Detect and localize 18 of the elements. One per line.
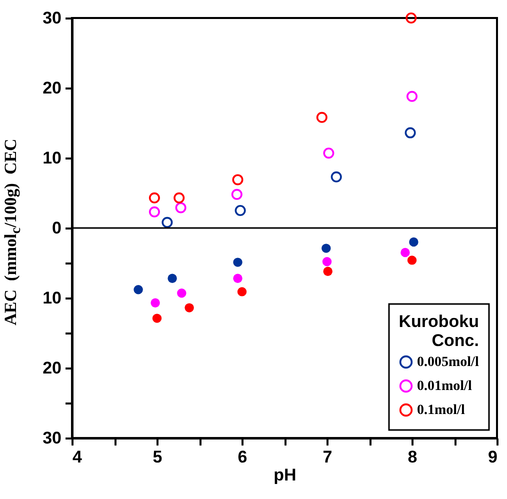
y-tick-label: 10 [42, 288, 62, 308]
x-tick-label: 9 [488, 448, 498, 466]
legend-label: 0.1mol/l [417, 403, 465, 418]
y-tick-label: 20 [42, 358, 62, 378]
x-tick-label: 5 [152, 448, 162, 466]
x-tick-label: 8 [408, 448, 418, 466]
legend-label: 0.005mol/l [417, 355, 479, 370]
legend-title: Kuroboku Conc. [398, 312, 479, 350]
y-tick-label: 30 [42, 8, 62, 28]
y-tick-label: 20 [42, 78, 62, 98]
y-tick-label: 0 [52, 218, 62, 238]
x-tick-label: 6 [238, 448, 248, 466]
legend-label: 0.01mol/l [417, 379, 472, 394]
x-axis-title: pH [274, 466, 296, 484]
x-tick-label: 7 [322, 448, 332, 466]
y-tick-label: 10 [42, 148, 62, 168]
y-tick-label: 30 [42, 428, 62, 448]
x-tick-label: 4 [72, 448, 82, 466]
